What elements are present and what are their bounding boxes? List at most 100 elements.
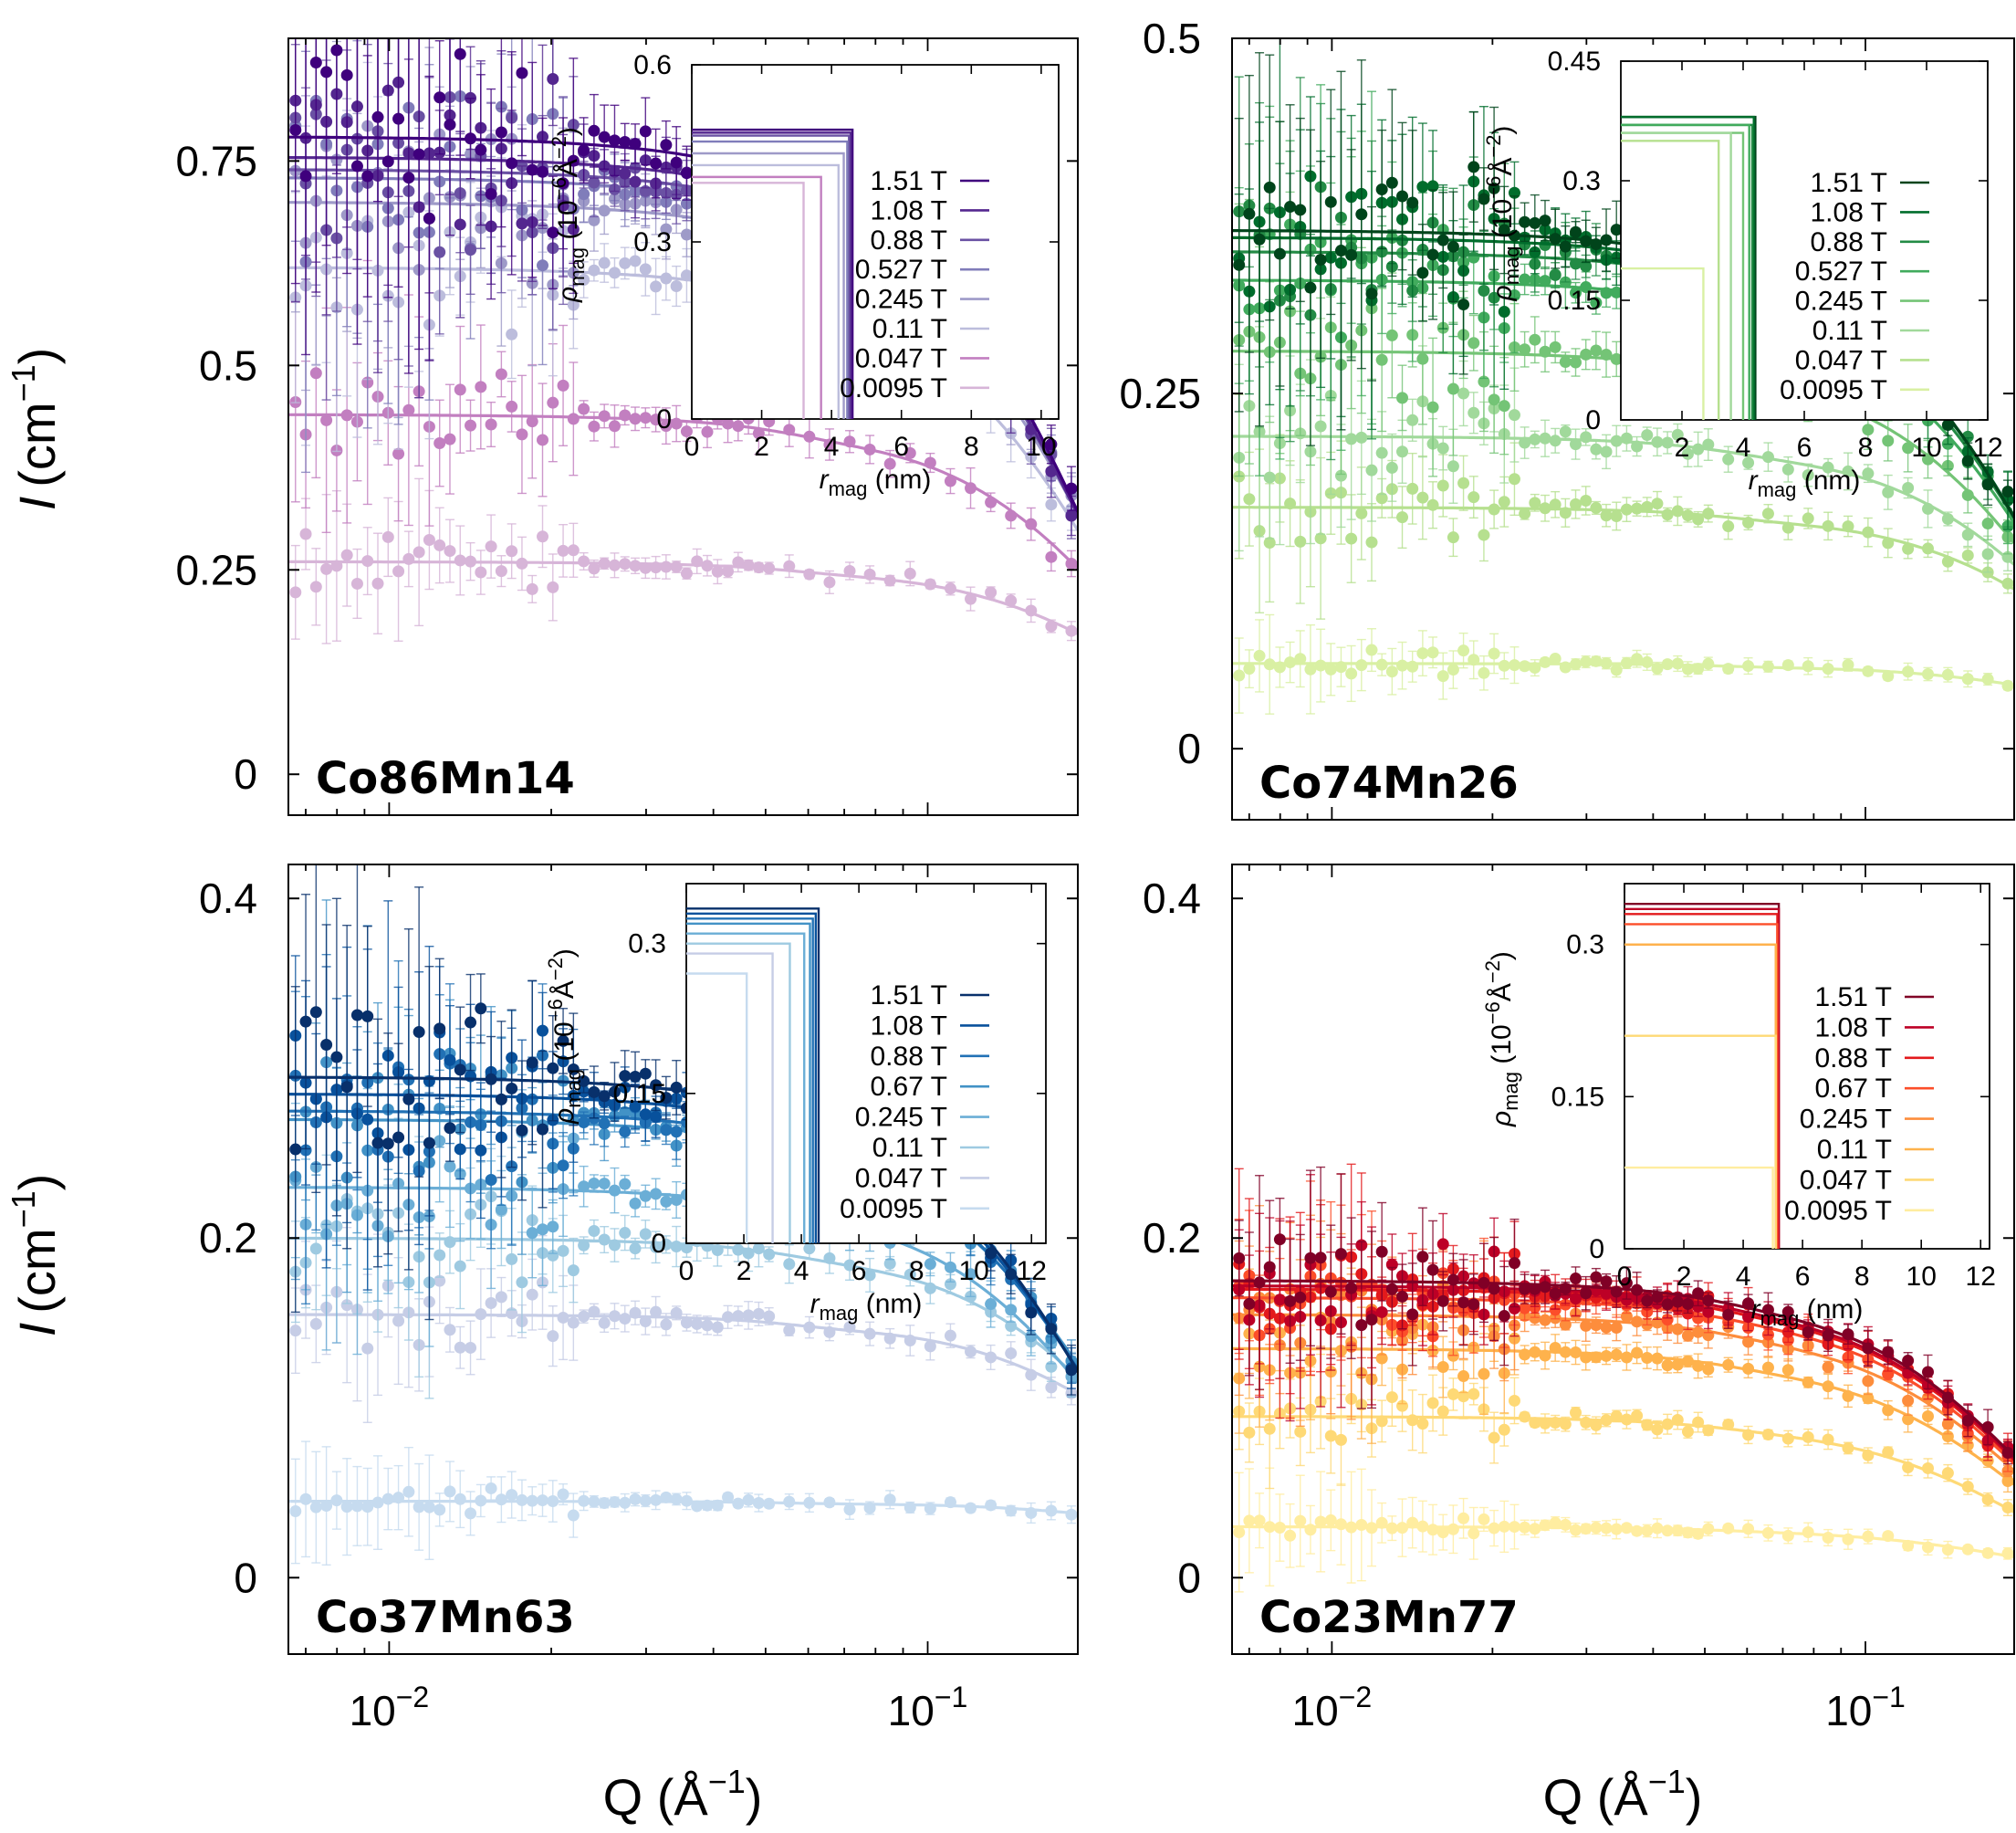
plot-area [288, 864, 1078, 1566]
data-point [1781, 659, 1794, 672]
data-point [526, 582, 538, 595]
data-point [433, 539, 446, 551]
data-point [1005, 594, 1018, 607]
data-point [1005, 509, 1018, 522]
inset-frame [691, 64, 1060, 420]
data-point [289, 1325, 302, 1337]
data-point [547, 1249, 559, 1262]
data-point [1549, 268, 1562, 281]
data-point [1539, 215, 1551, 227]
data-point [1314, 254, 1327, 267]
data-point [1304, 281, 1317, 294]
inset-y-axis-label: ρmag (10−6Å−2) [1482, 126, 1523, 302]
data-point [433, 1274, 446, 1287]
legend-label: 0.11 T [872, 314, 947, 344]
data-point [1406, 196, 1419, 209]
data-point [1961, 455, 1974, 467]
data-point [1488, 647, 1500, 660]
data-point [465, 1341, 477, 1354]
data-point [598, 1316, 611, 1329]
y-tick-label: 0.5 [199, 341, 257, 389]
data-point [1468, 161, 1480, 173]
data-point [1468, 491, 1480, 504]
data-point [783, 1258, 796, 1271]
data-point [578, 403, 590, 415]
data-point [588, 562, 601, 575]
data-point [1692, 443, 1705, 456]
data-point [350, 160, 363, 173]
data-point [309, 1317, 322, 1330]
data-point [1681, 663, 1694, 676]
inset-x-tick-label: 4 [1736, 433, 1751, 463]
data-point [680, 1494, 693, 1507]
data-point [1570, 658, 1583, 671]
data-point [1692, 513, 1705, 526]
data-point [863, 1502, 876, 1514]
data-point [1722, 453, 1735, 466]
data-point [1426, 180, 1439, 193]
data-point [392, 565, 405, 578]
data-point [1570, 287, 1583, 299]
data-point [1263, 658, 1276, 671]
y-tick-label: 0.75 [175, 137, 257, 184]
data-point [1385, 329, 1398, 341]
data-point [1519, 436, 1531, 449]
data-point [1416, 352, 1429, 365]
data-point [1385, 176, 1398, 189]
data-point [722, 1311, 735, 1324]
data-point [516, 67, 528, 79]
data-point [1671, 657, 1684, 670]
data-point [1284, 498, 1297, 510]
data-point [340, 549, 353, 561]
data-point [1263, 181, 1276, 194]
data-point [1243, 663, 1256, 676]
inset-y-axis-label: ρmag (10−6Å−2) [548, 127, 589, 303]
data-point [413, 148, 425, 161]
data-point [680, 228, 693, 241]
data-point [752, 561, 765, 574]
data-point [608, 420, 621, 433]
data-point [629, 560, 642, 572]
data-point [516, 217, 528, 230]
data-point [1065, 1508, 1078, 1521]
data-point [803, 1496, 816, 1509]
data-point [742, 1493, 755, 1506]
data-point [863, 568, 876, 581]
data-point [1436, 670, 1449, 683]
data-point [1902, 442, 1915, 455]
sample-label: Co86Mn14 [316, 753, 575, 804]
inset-y-tick-label: 0 [656, 404, 672, 435]
inset-profile [692, 140, 849, 419]
data-point [1365, 536, 1378, 549]
inset-profile [692, 152, 845, 419]
data-point [1651, 662, 1664, 675]
data-point [670, 417, 683, 430]
data-point [883, 1257, 896, 1270]
data-point [413, 1501, 425, 1514]
inset-profile [692, 131, 852, 419]
data-point [783, 424, 796, 436]
data-point [732, 1497, 745, 1510]
data-point [381, 1493, 394, 1505]
data-point [752, 427, 765, 440]
inset-profile [1621, 140, 1720, 420]
data-point [1570, 257, 1583, 270]
data-point [320, 414, 333, 426]
data-point [1600, 349, 1613, 361]
data-point [650, 561, 663, 574]
data-point [1651, 498, 1664, 510]
legend-label: 1.51 T [1810, 168, 1887, 198]
data-point [783, 560, 796, 572]
data-point [1468, 337, 1480, 350]
data-point [1902, 542, 1915, 555]
inset-profile [1621, 131, 1732, 420]
data-point [944, 475, 956, 487]
series-points-0.0095T [1233, 613, 2014, 715]
data-point [629, 1306, 642, 1319]
data-point [350, 577, 363, 590]
data-point [1641, 500, 1654, 513]
data-point [1702, 657, 1715, 670]
data-point [1941, 419, 1954, 432]
data-point [547, 226, 559, 239]
